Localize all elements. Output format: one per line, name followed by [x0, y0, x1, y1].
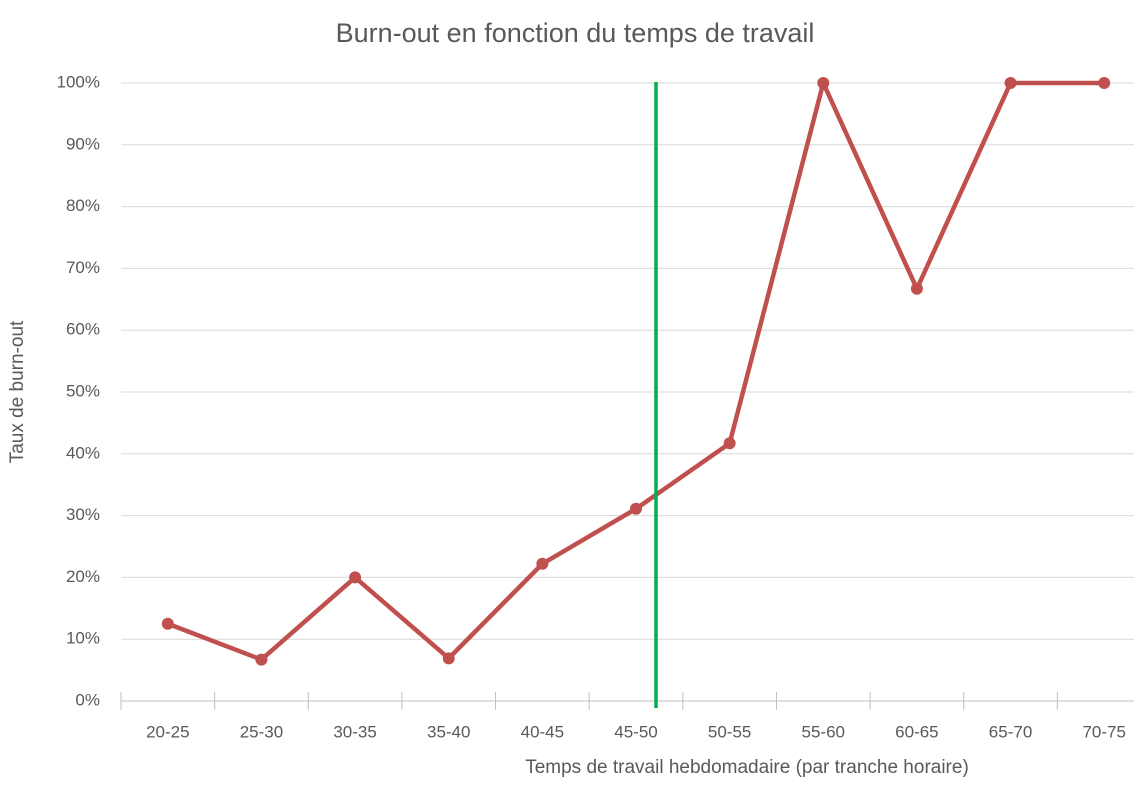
x-tick-label: 35-40: [427, 722, 470, 741]
y-tick-label: 50%: [66, 381, 100, 400]
x-tick-label: 65-70: [989, 722, 1032, 741]
series-line: [167, 80, 1105, 662]
y-tick-label: 80%: [66, 196, 100, 215]
y-axis-label: Taux de burn-out: [7, 320, 28, 463]
point: [817, 77, 830, 89]
x-tick-label: 70-75: [1082, 722, 1125, 741]
plot: [167, 80, 1105, 662]
y-tick-label: 30%: [66, 505, 100, 524]
grid: [120, 82, 1134, 710]
point: [630, 502, 642, 515]
point: [723, 437, 736, 450]
y-tick-label: 100%: [57, 72, 100, 91]
point: [255, 653, 268, 666]
y-tick-label: 70%: [66, 258, 100, 277]
y-tick-label: 60%: [66, 320, 100, 339]
marks: [161, 77, 1111, 666]
point: [442, 652, 455, 665]
point: [910, 282, 923, 295]
x-tick-label: 55-60: [802, 722, 845, 741]
y-tick-label: 20%: [66, 567, 100, 586]
x-tick-label: 45-50: [614, 722, 657, 741]
x-tick-label: 40-45: [521, 722, 564, 741]
x-tick-label: 50-55: [708, 722, 751, 741]
x-tick-label: 25-30: [240, 722, 283, 741]
point: [1004, 77, 1017, 89]
x-tick-label: 60-65: [895, 722, 938, 741]
x-tick-label: 20-25: [146, 722, 189, 741]
point: [349, 571, 362, 584]
y-tick-label: 90%: [66, 134, 100, 153]
point: [161, 617, 174, 630]
y-tick-label: 0%: [75, 690, 100, 709]
y-tick-label: 40%: [66, 443, 100, 462]
y-tick-label: 10%: [66, 629, 100, 648]
point: [1098, 77, 1111, 89]
chart-title: Burn-out en fonction du temps de travail: [336, 18, 815, 48]
x-tick-label: 30-35: [333, 722, 376, 741]
point: [536, 557, 549, 570]
x-axis-label: Temps de travail hebdomadaire (par tranc…: [525, 757, 969, 778]
